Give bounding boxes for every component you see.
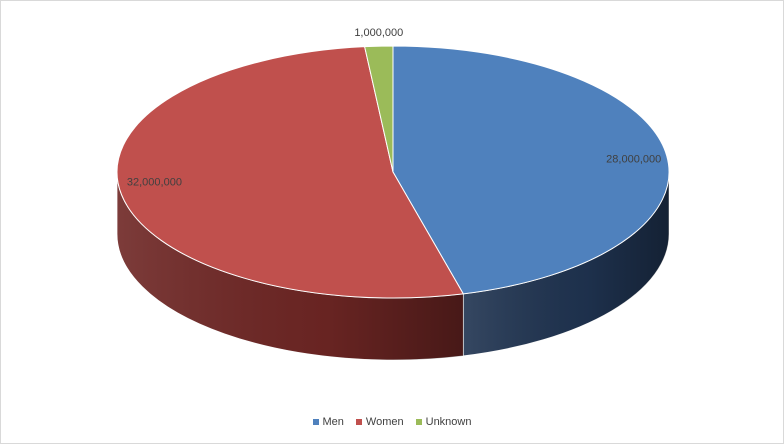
legend-label-unknown: Unknown bbox=[425, 416, 472, 428]
legend: Men Women Unknown bbox=[1, 416, 783, 428]
legend-label-women: Women bbox=[365, 416, 404, 428]
legend-label-men: Men bbox=[322, 416, 344, 428]
legend-swatch-men bbox=[312, 419, 319, 425]
data-label-men: 28,000,000 bbox=[606, 153, 661, 165]
legend-swatch-women bbox=[355, 419, 362, 425]
data-label-unknown: 1,000,000 bbox=[354, 27, 403, 39]
slice-women bbox=[116, 46, 464, 299]
data-label-women: 32,000,000 bbox=[127, 177, 182, 189]
legend-item-men: Men bbox=[312, 416, 344, 428]
legend-item-unknown: Unknown bbox=[415, 416, 472, 428]
slice-side-shade-women bbox=[116, 172, 464, 361]
slice-side-shade-men bbox=[463, 172, 669, 356]
legend-item-women: Women bbox=[355, 416, 404, 428]
slice-unknown bbox=[364, 45, 394, 173]
legend-swatch-unknown bbox=[415, 419, 422, 425]
slice-men bbox=[392, 45, 670, 295]
